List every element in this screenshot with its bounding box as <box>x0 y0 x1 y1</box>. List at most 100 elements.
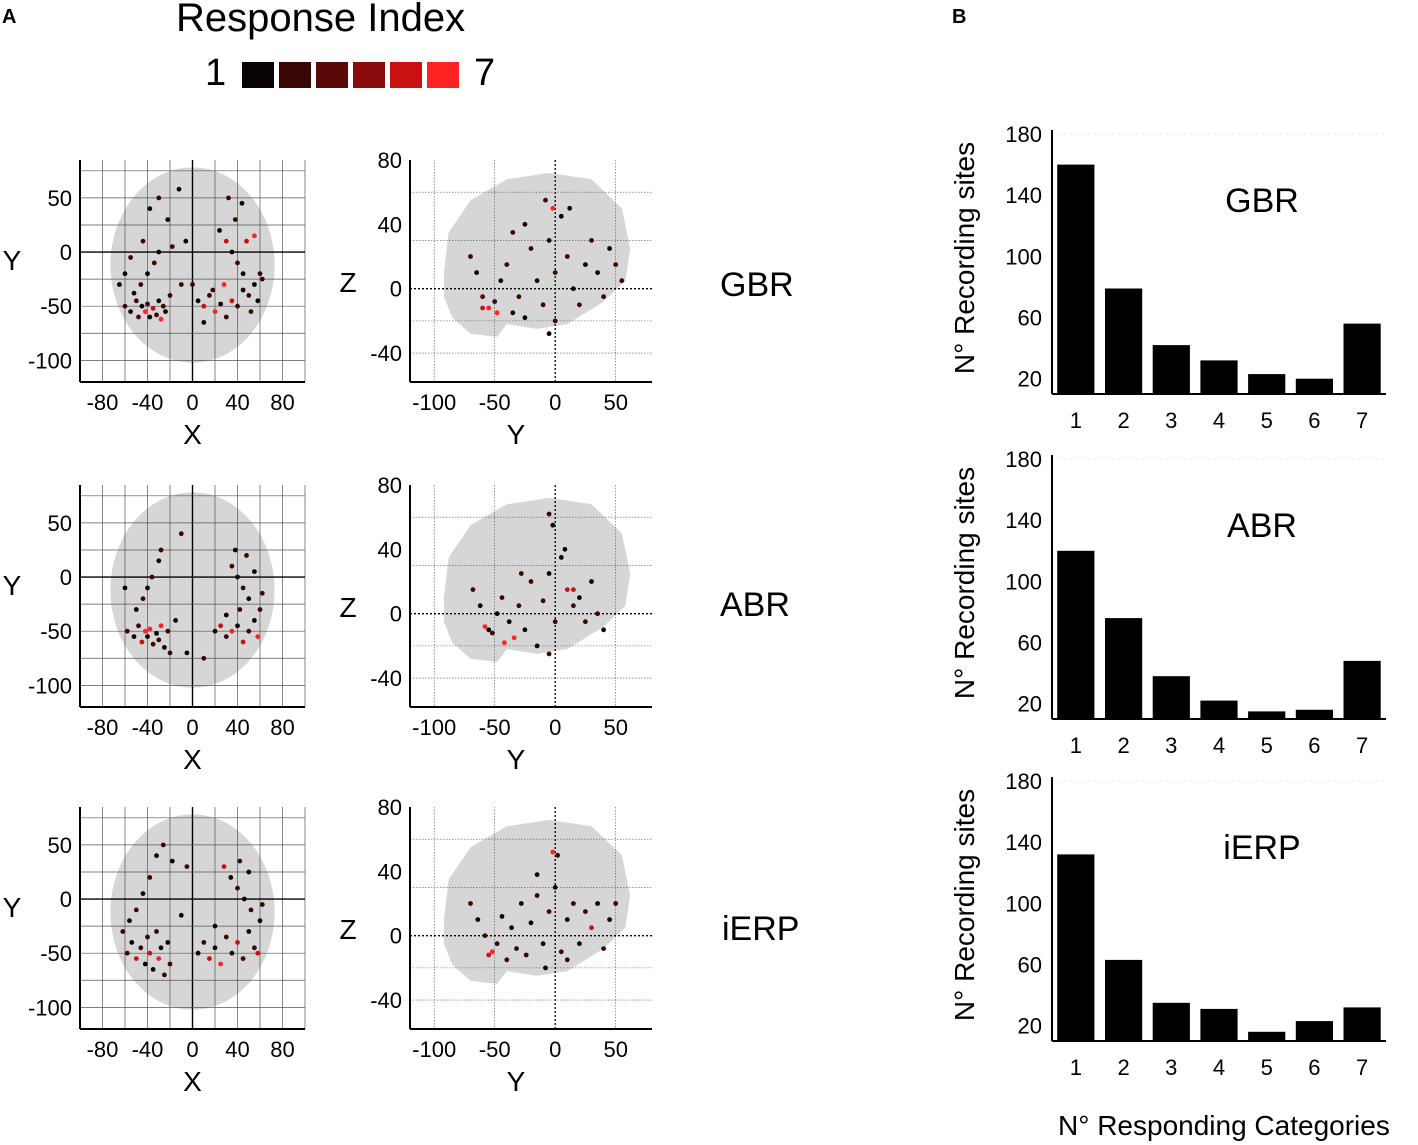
data-point <box>178 282 184 287</box>
x-tick-label: 3 <box>1165 1055 1177 1080</box>
data-point <box>235 260 240 266</box>
data-point <box>248 907 254 913</box>
data-point <box>232 547 238 553</box>
data-point <box>201 655 207 661</box>
data-point <box>244 553 249 558</box>
y-tick-label: -100 <box>28 348 72 373</box>
y-axis-label: Y <box>3 570 22 601</box>
legend-swatch-1 <box>242 62 274 88</box>
data-point <box>474 270 479 275</box>
data-point <box>522 221 528 227</box>
data-point <box>218 961 224 967</box>
data-point <box>158 623 164 629</box>
data-point <box>601 294 606 300</box>
data-point <box>239 200 245 206</box>
data-point <box>212 923 218 929</box>
data-point <box>165 217 171 222</box>
y-tick-label: 80 <box>378 797 402 820</box>
data-point <box>120 929 126 934</box>
row-label-ierp: iERP <box>722 910 800 948</box>
data-point <box>154 312 159 318</box>
data-point <box>229 628 235 634</box>
data-point <box>160 303 166 309</box>
data-point <box>165 628 171 634</box>
data-point <box>482 933 488 939</box>
data-point <box>522 315 528 321</box>
x-tick-label: 0 <box>186 715 198 740</box>
data-point <box>543 197 548 203</box>
data-point <box>235 885 240 891</box>
y-axis-label: N° Recording sites <box>949 142 980 374</box>
data-point <box>136 623 141 629</box>
data-point <box>518 901 524 906</box>
x-tick-label: -50 <box>479 390 511 415</box>
data-point <box>232 217 238 222</box>
data-point <box>558 213 564 219</box>
x-tick-label: 0 <box>186 1037 198 1062</box>
x-tick-label: 0 <box>549 390 561 415</box>
x-axis-label: X <box>183 744 202 775</box>
data-point <box>601 946 606 951</box>
data-point <box>178 531 184 537</box>
bar-1 <box>1057 550 1095 719</box>
data-point <box>564 587 570 592</box>
data-point <box>482 624 488 629</box>
data-point <box>523 952 529 958</box>
data-point <box>142 309 148 314</box>
data-point <box>128 255 134 260</box>
legend-title: Response Index <box>176 0 466 40</box>
chart-title: ABR <box>1227 507 1297 545</box>
data-point <box>499 914 505 919</box>
data-point <box>607 246 612 251</box>
x-tick-label: 6 <box>1308 733 1320 758</box>
x-tick-label: 40 <box>225 1037 249 1062</box>
data-point <box>564 254 570 259</box>
legend-swatch-5 <box>390 62 422 88</box>
y-tick-label: 180 <box>1005 122 1042 147</box>
data-point <box>229 563 235 569</box>
x-axis-label: X <box>183 419 202 450</box>
x-tick-label: 7 <box>1356 408 1368 433</box>
data-point <box>138 945 144 951</box>
bar-2 <box>1105 959 1143 1041</box>
data-point <box>506 619 512 625</box>
data-point <box>156 956 162 961</box>
bar-5 <box>1248 374 1286 394</box>
data-point <box>158 316 164 322</box>
data-point <box>543 965 548 971</box>
abr-bar-chart: 1 2 3 4 5 6 7 180 140 100 60 20 N° Recording sites AB… <box>949 447 1386 758</box>
x-tick-label: 4 <box>1213 1055 1225 1080</box>
bar-2 <box>1105 288 1143 394</box>
y-tick-label: 100 <box>1005 569 1042 594</box>
data-point <box>128 309 134 314</box>
data-point <box>156 249 162 255</box>
data-point <box>136 314 141 320</box>
y-axis-label: Y <box>3 892 22 923</box>
data-point <box>494 941 500 947</box>
data-point <box>195 950 201 956</box>
bar-6 <box>1295 709 1333 719</box>
data-point <box>619 278 625 284</box>
data-point <box>480 294 485 300</box>
data-point <box>571 603 576 609</box>
data-point <box>577 302 582 308</box>
data-point <box>223 238 229 244</box>
data-point <box>257 607 263 612</box>
data-point <box>252 569 257 574</box>
data-point <box>494 611 500 617</box>
data-point <box>162 645 167 650</box>
x-tick-label: 1 <box>1070 1055 1082 1080</box>
data-point <box>613 262 619 267</box>
data-point <box>154 929 159 934</box>
x-tick-label: -50 <box>479 715 511 740</box>
ierp-axial-plot: -80 -40 0 40 80 50 0 -50 -100 X Y <box>3 807 306 1097</box>
data-point <box>486 627 492 633</box>
data-point <box>552 885 558 890</box>
data-point <box>240 271 246 277</box>
data-point <box>499 595 505 600</box>
data-point <box>147 626 153 632</box>
data-point <box>223 314 229 320</box>
data-point <box>522 627 528 633</box>
x-tick-label: 3 <box>1165 408 1177 433</box>
bar-7 <box>1343 660 1381 719</box>
